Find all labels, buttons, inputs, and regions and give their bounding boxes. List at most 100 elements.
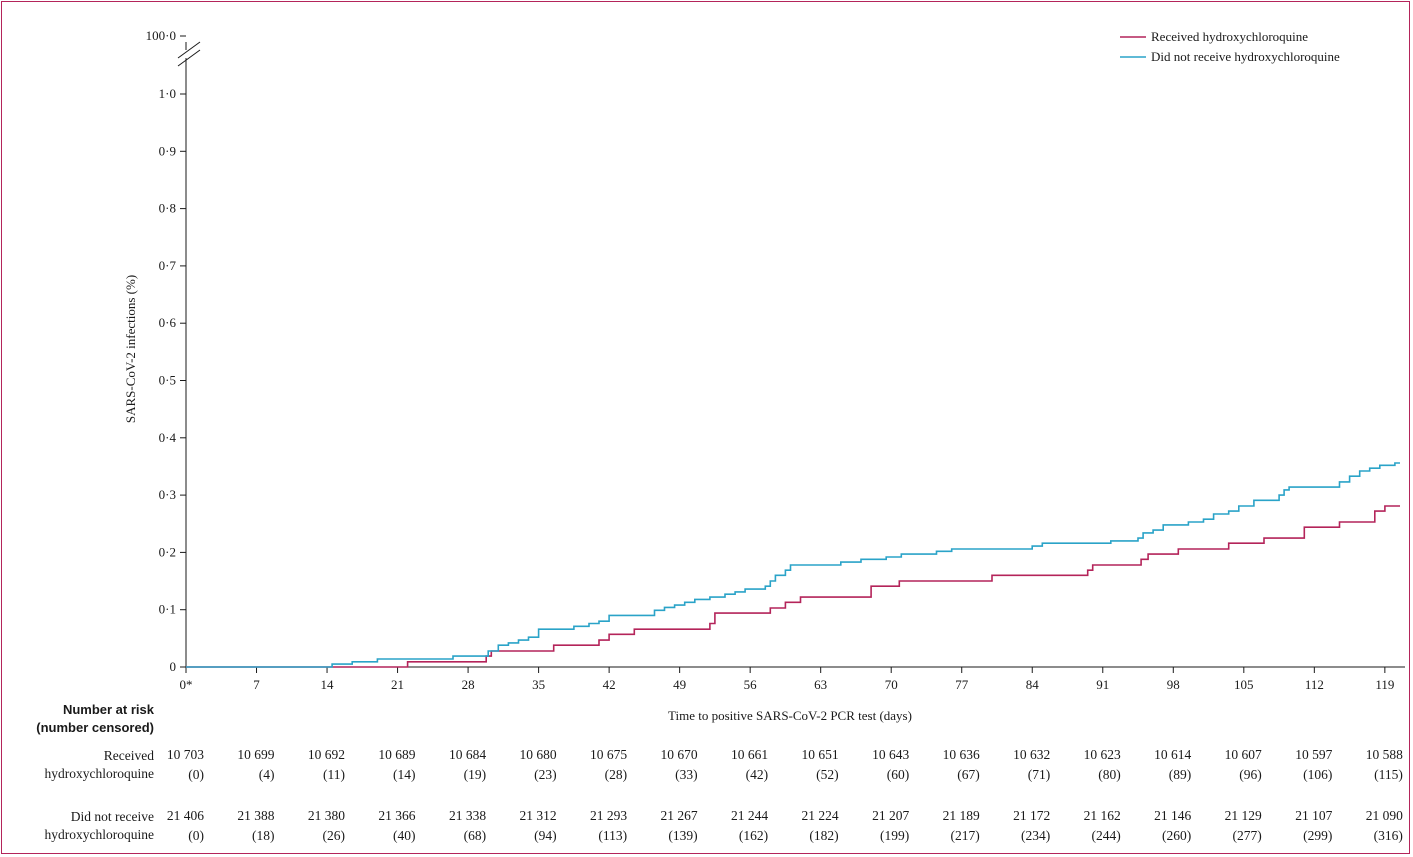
risk-censored-value: (316) <box>1373 828 1403 843</box>
axis-break-mark <box>177 41 201 59</box>
x-tick-label: 63 <box>814 677 827 692</box>
risk-at-risk-value: 10 632 <box>1013 747 1051 762</box>
x-tick-label: 98 <box>1167 677 1180 692</box>
risk-at-risk-value: 10 703 <box>166 747 204 762</box>
risk-at-risk-value: 10 699 <box>237 747 275 762</box>
y-tick-label: 0 <box>170 659 177 674</box>
risk-at-risk-value: 10 597 <box>1295 747 1333 762</box>
risk-censored-value: (244) <box>1091 828 1121 843</box>
risk-censored-value: (19) <box>463 767 487 782</box>
risk-censored-value: (162) <box>738 828 769 843</box>
y-tick-label: 0·1 <box>159 602 176 617</box>
x-tick-label: 84 <box>1026 677 1040 692</box>
x-tick-label: 105 <box>1234 677 1254 692</box>
risk-censored-value: (67) <box>957 767 980 782</box>
legend: Received hydroxychloroquine Did not recei… <box>1120 29 1340 64</box>
risk-censored-value: (52) <box>816 767 839 782</box>
risk-at-risk-value: 21 172 <box>1013 808 1051 823</box>
risk-at-risk-value: 10 588 <box>1365 747 1403 762</box>
risk-censored-value: (18) <box>252 828 275 843</box>
risk-title-line2: (number censored) <box>36 720 154 735</box>
y-tick-label: 0·9 <box>159 143 176 158</box>
risk-at-risk-value: 21 366 <box>378 808 416 823</box>
risk-at-risk-value: 21 107 <box>1295 808 1333 823</box>
risk-at-risk-value: 21 090 <box>1365 808 1403 823</box>
x-tick-label: 91 <box>1096 677 1109 692</box>
x-tick-label: 14 <box>321 677 335 692</box>
risk-censored-value: (23) <box>534 767 557 782</box>
risk-row-label-line1: Received <box>103 748 154 763</box>
y-tick-label: 0·2 <box>159 544 176 559</box>
risk-row-label-line2: hydroxychloroquine <box>44 827 154 842</box>
risk-censored-value: (68) <box>463 828 487 843</box>
risk-title-line1: Number at risk <box>62 702 154 717</box>
risk-censored-value: (0) <box>188 767 204 782</box>
risk-at-risk-value: 10 680 <box>519 747 557 762</box>
risk-at-risk-value: 10 623 <box>1083 747 1121 762</box>
risk-at-risk-value: 21 244 <box>731 808 769 823</box>
x-tick-label: 0* <box>180 677 193 692</box>
risk-censored-value: (94) <box>534 828 557 843</box>
risk-censored-value: (33) <box>675 767 698 782</box>
risk-censored-value: (80) <box>1098 767 1121 782</box>
risk-at-risk-value: 10 614 <box>1154 747 1192 762</box>
y-tick-label: 0·7 <box>159 258 177 273</box>
series-layer <box>186 462 1400 668</box>
risk-censored-value: (182) <box>809 828 839 843</box>
risk-censored-value: (4) <box>258 767 275 782</box>
risk-censored-value: (113) <box>598 828 628 843</box>
legend-label: Received hydroxychloroquine <box>1151 29 1308 44</box>
risk-at-risk-value: 21 189 <box>942 808 980 823</box>
risk-at-risk-value: 21 406 <box>166 808 204 823</box>
risk-censored-value: (14) <box>393 767 416 782</box>
risk-at-risk-value: 21 338 <box>448 808 487 823</box>
risk-at-risk-value: 21 162 <box>1083 808 1121 823</box>
x-tick-label: 77 <box>955 677 969 692</box>
risk-at-risk-value: 21 380 <box>307 808 346 823</box>
axes: 100·0 0 0·1 0·2 0·3 0·4 0·5 0·6 0·7 0·8 0·9 1·0 0* 7 1… <box>146 28 1405 692</box>
risk-at-risk-value: 10 684 <box>448 747 487 762</box>
risk-censored-value: (40) <box>393 828 416 843</box>
x-tick-label: 28 <box>462 677 475 692</box>
x-tick-label: 42 <box>603 677 616 692</box>
risk-at-risk-value: 21 388 <box>237 808 275 823</box>
risk-censored-value: (199) <box>879 828 910 843</box>
y-tick-label: 1·0 <box>159 86 176 101</box>
x-tick-label: 21 <box>391 677 404 692</box>
risk-censored-value: (96) <box>1239 767 1262 782</box>
risk-censored-value: (299) <box>1303 828 1333 843</box>
risk-at-risk-value: 10 643 <box>872 747 910 762</box>
risk-censored-value: (260) <box>1162 828 1192 843</box>
risk-censored-value: (139) <box>668 828 698 843</box>
risk-at-risk-value: 10 661 <box>731 747 769 762</box>
risk-censored-value: (277) <box>1232 828 1262 843</box>
risk-censored-value: (26) <box>322 828 346 843</box>
x-tick-label: 70 <box>885 677 898 692</box>
risk-row-label-line1: Did not receive <box>70 809 154 824</box>
risk-row-label-not-received: Did not receive hydroxychloroquine <box>0 808 154 844</box>
risk-censored-value: (60) <box>886 767 910 782</box>
axis-break-mark <box>177 49 201 67</box>
risk-censored-value: (11) <box>323 767 346 782</box>
x-tick-label: 56 <box>744 677 758 692</box>
series-line-received <box>186 505 1400 668</box>
risk-at-risk-value: 21 267 <box>660 808 698 823</box>
risk-row-label-line2: hydroxychloroquine <box>44 766 154 781</box>
risk-at-risk-value: 10 675 <box>589 747 628 762</box>
x-tick-label: 119 <box>1375 677 1394 692</box>
risk-censored-value: (217) <box>950 828 980 843</box>
legend-label: Did not receive hydroxychloroquine <box>1151 49 1340 64</box>
risk-censored-value: (0) <box>188 828 204 843</box>
risk-at-risk-value: 10 636 <box>942 747 980 762</box>
risk-at-risk-value: 21 224 <box>801 808 839 823</box>
y-tick-label: 0·4 <box>159 430 177 445</box>
risk-at-risk-value: 21 129 <box>1224 808 1262 823</box>
risk-row-label-received: Received hydroxychloroquine <box>0 747 154 783</box>
x-tick-label: 112 <box>1305 677 1324 692</box>
risk-table-title: Number at risk (number censored) <box>0 701 154 737</box>
y-tick-label: 0·8 <box>159 201 176 216</box>
risk-censored-value: (28) <box>604 767 628 782</box>
risk-at-risk-value: 10 670 <box>660 747 698 762</box>
x-tick-label: 49 <box>673 677 686 692</box>
